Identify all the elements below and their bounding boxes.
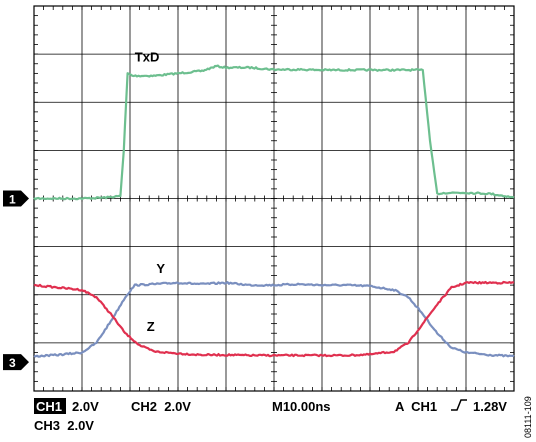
channel-markers: 13 bbox=[3, 190, 29, 371]
trace-annotations: TxD Y Z bbox=[135, 49, 166, 334]
trigger-source: A CH1 bbox=[395, 399, 437, 414]
trigger-edge-icon bbox=[451, 399, 467, 411]
trace-label-z: Z bbox=[147, 319, 155, 334]
timebase: M10.00ns bbox=[272, 399, 331, 414]
trace-txd bbox=[33, 64, 515, 201]
channel-marker-3 bbox=[3, 354, 29, 371]
channel-marker-1 bbox=[3, 190, 29, 207]
channel-marker-label: 1 bbox=[9, 193, 16, 207]
ch3-setting: CH3 2.0V bbox=[34, 418, 94, 433]
trace-label-y: Y bbox=[156, 261, 165, 276]
grid bbox=[34, 6, 514, 391]
channel-marker-label: 3 bbox=[9, 356, 16, 370]
trigger-level: 1.28V bbox=[473, 399, 507, 414]
ch1-box bbox=[34, 398, 66, 414]
trace-z bbox=[33, 280, 515, 358]
ch1-box-label: CH1 bbox=[36, 399, 62, 414]
ch1-scale: 2.0V bbox=[72, 399, 99, 414]
figure-id: 08111-109 bbox=[523, 396, 533, 438]
trace-label-txd: TxD bbox=[135, 49, 160, 64]
ch2-setting: CH2 2.0V bbox=[131, 399, 191, 414]
traces bbox=[33, 64, 515, 358]
